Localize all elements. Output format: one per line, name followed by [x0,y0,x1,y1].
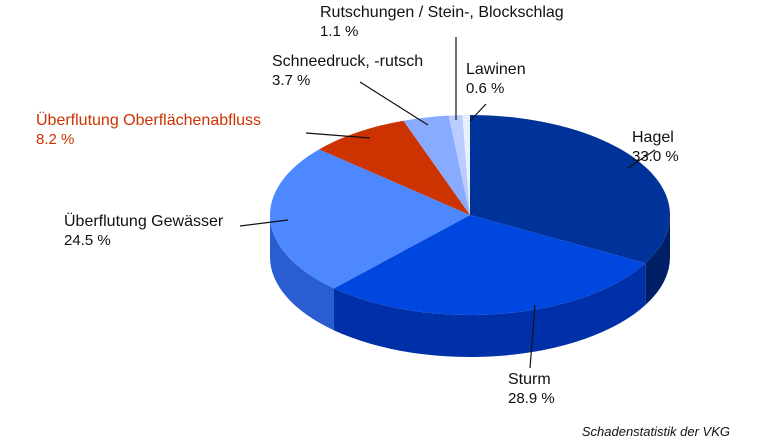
pie-slice-5 [448,115,470,215]
slice-label: Hagel [632,129,674,146]
pie-slice-2 [269,149,470,289]
pie-side-2 [270,215,335,331]
slice-label: Überflutung Oberflächenabfluss [36,112,262,129]
leader-line-6 [469,103,487,122]
label-ueberflutung-gewaesser: Überflutung Gewässer 24.5 % [64,212,223,250]
label-hagel: Hagel 33.0 % [632,128,679,166]
source-note: Schadenstatistik der VKG [581,424,730,439]
pie-slice-3 [319,120,470,215]
label-rutschungen: Rutschungen / Stein-, Blockschlag 1.1 % [320,3,564,41]
slice-label: Sturm [508,371,551,388]
slice-value: 33.0 % [632,148,679,165]
pie-slice-0 [470,115,670,264]
leader-line-0 [627,149,656,169]
slice-value: 1.1 % [320,23,359,40]
leader-line-1 [529,304,536,369]
pie-slice-1 [334,215,646,315]
slice-value: 0.6 % [466,80,505,97]
slice-label: Überflutung Gewässer [64,213,224,230]
leader-line-4 [359,81,429,126]
pie-side-1 [334,263,646,357]
slice-label: Lawinen [466,61,526,78]
pie-slice-4 [403,115,470,215]
slice-value: 24.5 % [64,232,111,249]
label-schneedruck: Schneedruck, -rutsch 3.7 % [272,52,423,90]
leader-line-3 [305,132,371,139]
pie-slice-6 [462,115,470,215]
label-lawinen: Lawinen 0.6 % [466,60,526,98]
slice-value: 28.9 % [508,390,555,407]
slice-label: Rutschungen / Stein-, Blockschlag [320,4,564,21]
leader-line-2 [239,219,289,227]
label-ueberflutung-oberflaechenabfluss: Überflutung Oberflächenabfluss 8.2 % [36,111,261,149]
label-sturm: Sturm 28.9 % [508,370,555,408]
slice-value: 3.7 % [272,72,311,89]
pie-side-0 [645,215,670,306]
slice-value: 8.2 % [36,131,75,148]
slice-label: Schneedruck, -rutsch [272,53,424,70]
